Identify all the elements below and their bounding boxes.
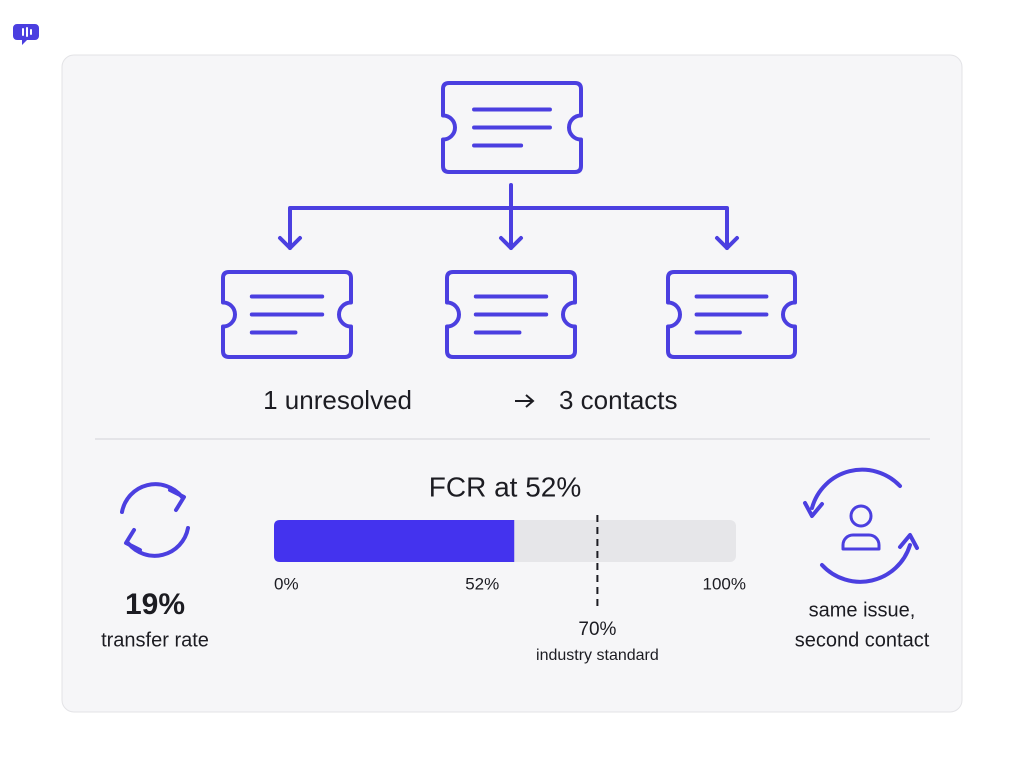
transfer-icon <box>120 482 190 558</box>
value-label: 52% <box>465 574 499 593</box>
fcr-title: FCR at 52% <box>429 471 582 502</box>
ticket-outline <box>445 270 577 359</box>
ticket-lines <box>694 294 769 335</box>
benchmark-value: 70% <box>578 619 616 640</box>
caption-right: 3 contacts <box>559 385 678 415</box>
connectors <box>278 183 739 250</box>
ticket-icon <box>445 270 577 359</box>
ticket-icon <box>666 270 797 359</box>
ticket-icon <box>441 81 583 174</box>
logo <box>13 24 39 45</box>
fcr-gauge: 0% 52% 100% 70% industry standard <box>274 515 746 664</box>
ticket-lines <box>249 294 325 335</box>
repeat-line1: same issue, <box>809 599 916 621</box>
min-label: 0% <box>274 574 299 593</box>
gauge-fill <box>274 520 515 562</box>
caption-arrow <box>515 394 535 408</box>
ticket-outline <box>441 81 583 174</box>
ticket-lines <box>472 107 552 148</box>
transfer-value: 19% <box>125 588 185 621</box>
ticket-lines <box>473 294 549 335</box>
ticket-icon <box>221 270 353 359</box>
benchmark-label: industry standard <box>536 647 659 664</box>
max-label: 100% <box>703 574 746 593</box>
ticket-outline <box>221 270 353 359</box>
tickets <box>221 81 797 359</box>
caption-left: 1 unresolved <box>263 385 412 415</box>
transfer-label: transfer rate <box>101 629 209 651</box>
ticket-outline <box>666 270 797 359</box>
repeat-icon <box>803 467 919 584</box>
repeat-line2: second contact <box>795 629 930 651</box>
